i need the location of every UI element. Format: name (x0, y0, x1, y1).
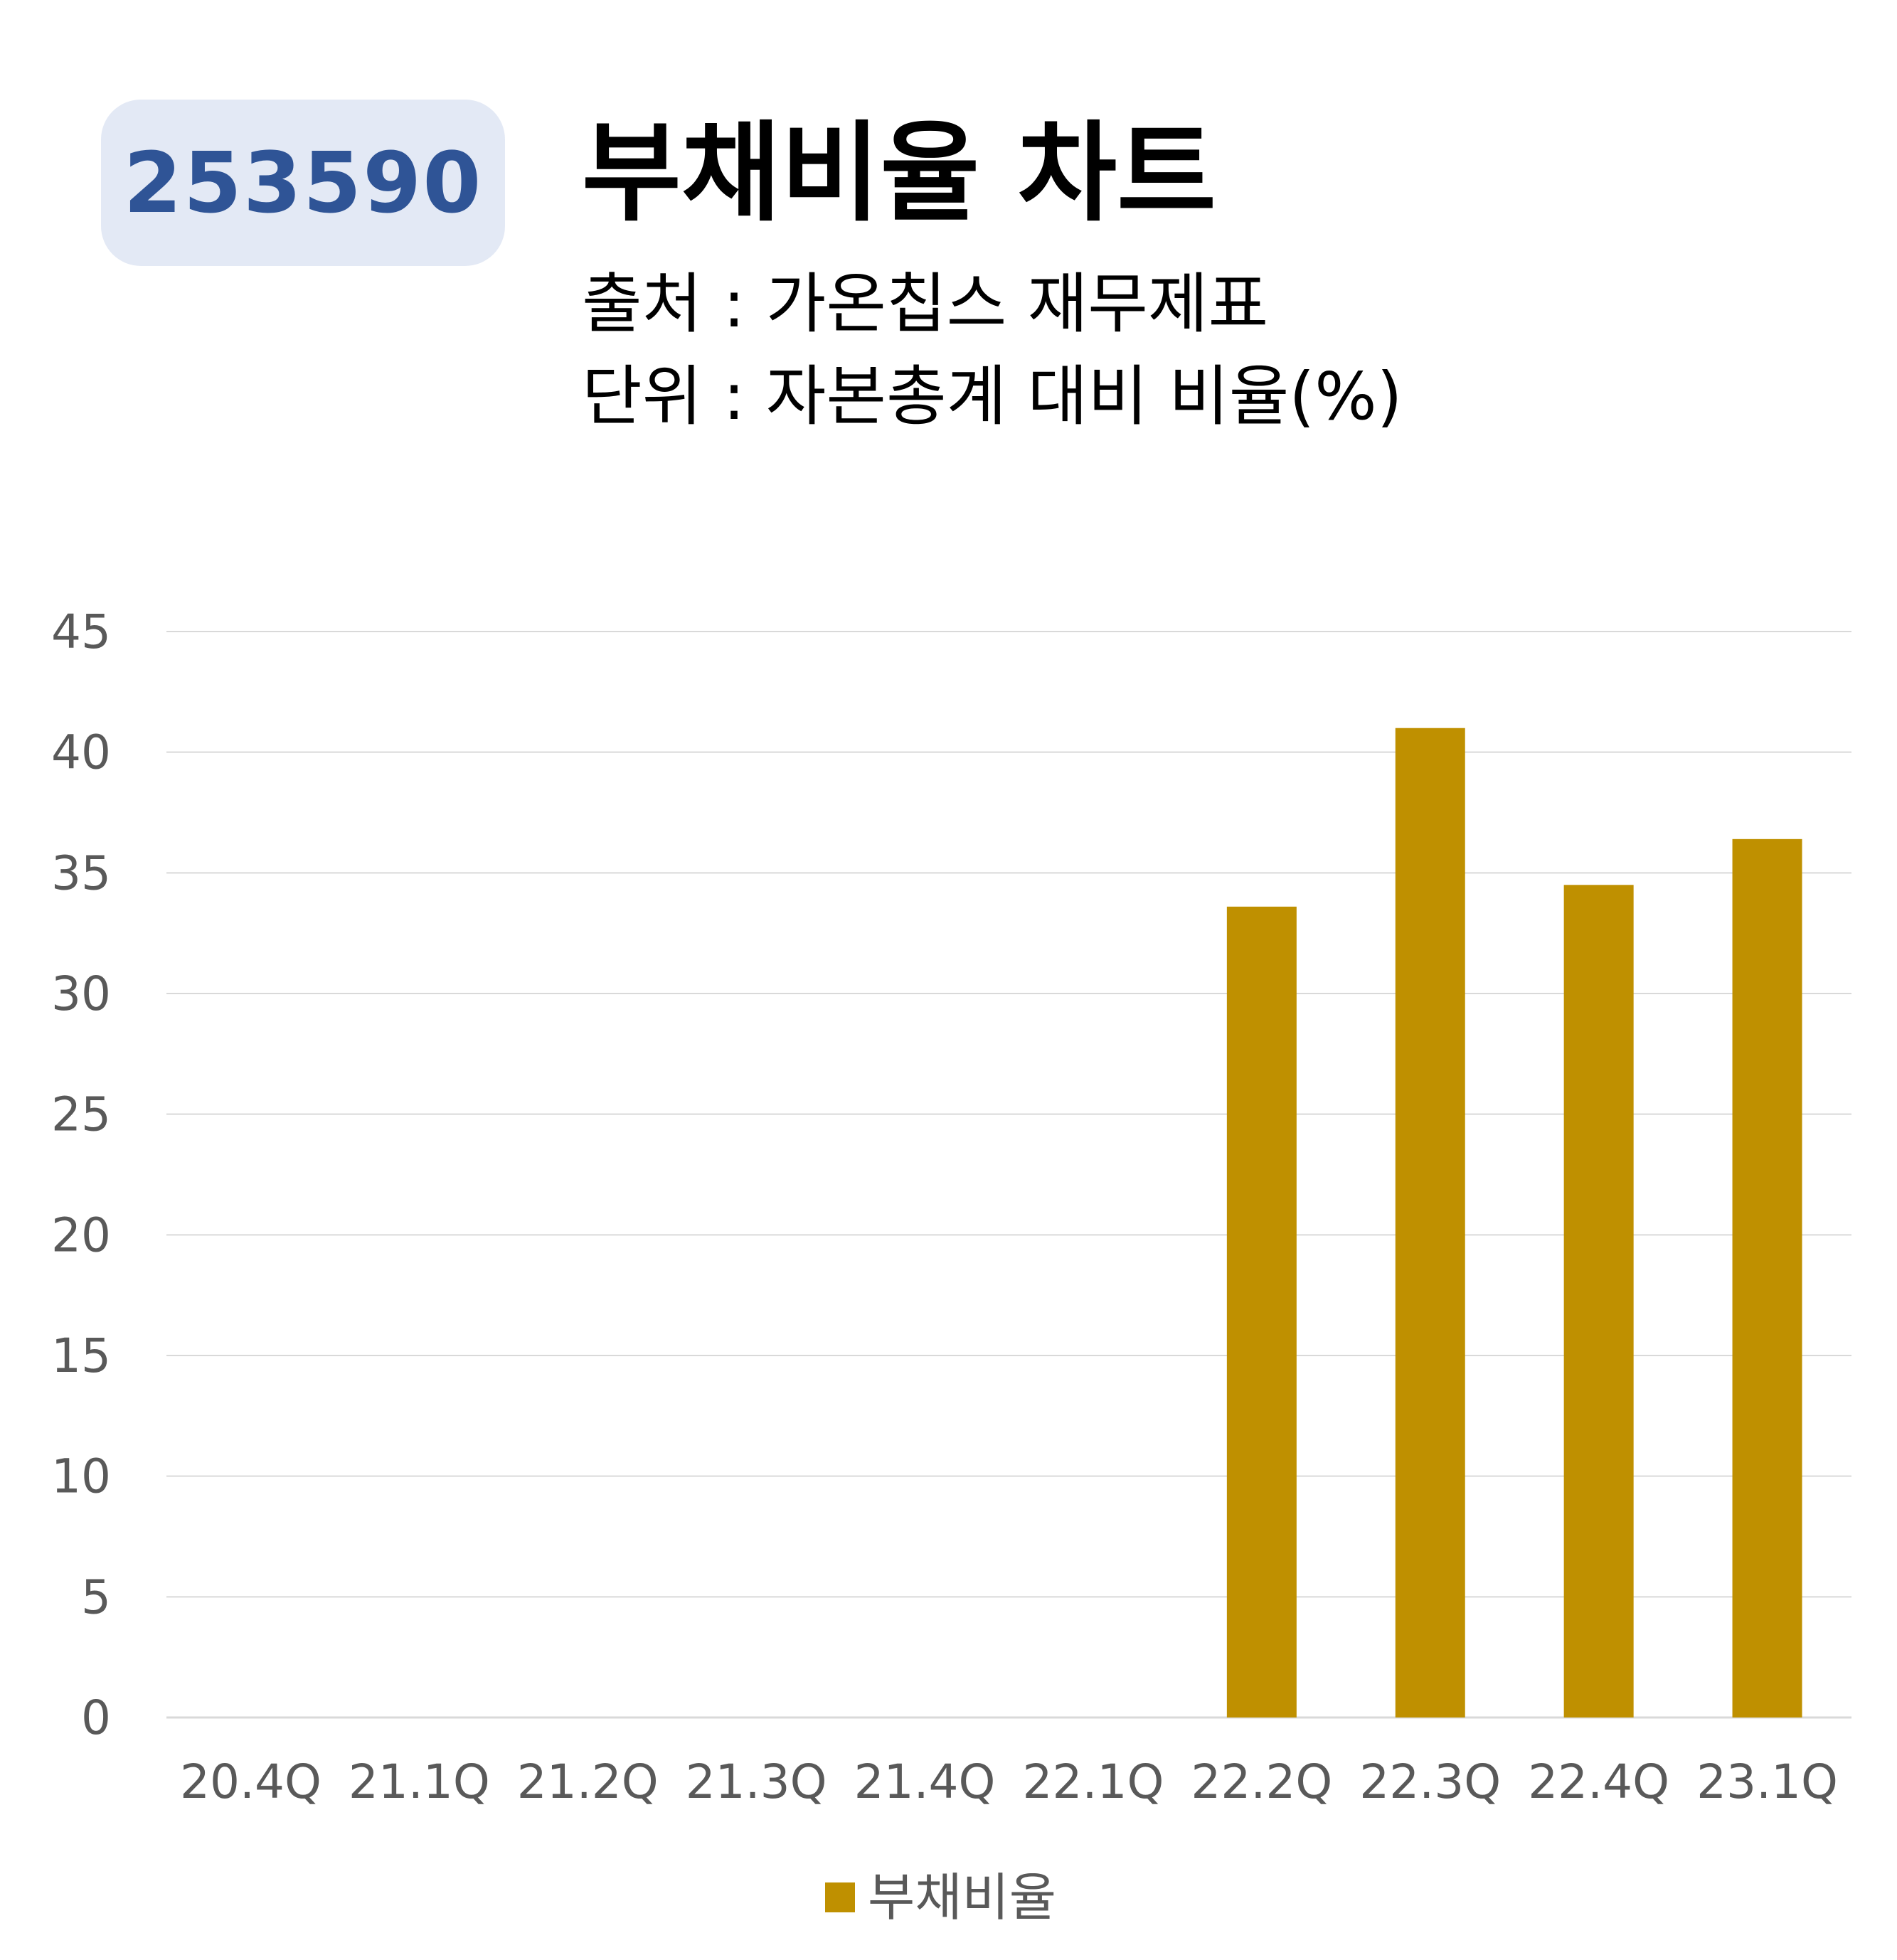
y-tick-label: 45 (51, 604, 111, 659)
x-tick-label: 22.4Q (1528, 1754, 1669, 1809)
y-axis-ticks: 0 5 10 15 20 25 30 35 40 45 (51, 604, 111, 1745)
y-tick-label: 5 (81, 1570, 111, 1624)
bar-22.2Q (1226, 906, 1297, 1717)
legend-label: 부채비율 (868, 1868, 1056, 1927)
y-tick-label: 10 (51, 1449, 111, 1504)
chart-title: 부채비율 차트 (582, 110, 1216, 236)
chart-source: 출처 : 가온칩스 재무제표 (582, 266, 1269, 342)
x-tick-label: 22.3Q (1359, 1754, 1501, 1809)
bars (1226, 728, 1802, 1717)
x-tick-label: 21.4Q (854, 1754, 996, 1809)
y-tick-label: 0 (81, 1690, 111, 1745)
x-tick-label: 23.1Q (1696, 1754, 1838, 1809)
x-tick-label: 20.4Q (180, 1754, 322, 1809)
y-tick-label: 15 (51, 1328, 111, 1383)
legend-swatch (825, 1882, 855, 1912)
ticker-badge: 253590 (101, 100, 505, 266)
x-tick-label: 22.2Q (1191, 1754, 1332, 1809)
y-tick-label: 20 (51, 1208, 111, 1262)
x-tick-label: 21.1Q (349, 1754, 490, 1809)
bar-22.4Q (1563, 885, 1634, 1717)
y-tick-label: 40 (51, 725, 111, 780)
legend: 부채비율 (825, 1872, 1056, 1923)
ticker-code: 253590 (123, 134, 483, 232)
bar-23.1Q (1732, 838, 1802, 1717)
x-tick-label: 22.1Q (1022, 1754, 1164, 1809)
y-tick-label: 35 (51, 846, 111, 900)
y-tick-label: 30 (51, 966, 111, 1021)
chart-unit: 단위 : 자본총계 대비 비율(%) (582, 358, 1403, 435)
y-tick-label: 25 (51, 1087, 111, 1142)
bar-22.3Q (1395, 728, 1465, 1717)
x-tick-label: 21.2Q (517, 1754, 659, 1809)
x-axis-ticks: 20.4Q 21.1Q 21.2Q 21.3Q 21.4Q 22.1Q 22.2Q 22.3Q… (180, 1754, 1838, 1809)
x-tick-label: 21.3Q (686, 1754, 827, 1809)
